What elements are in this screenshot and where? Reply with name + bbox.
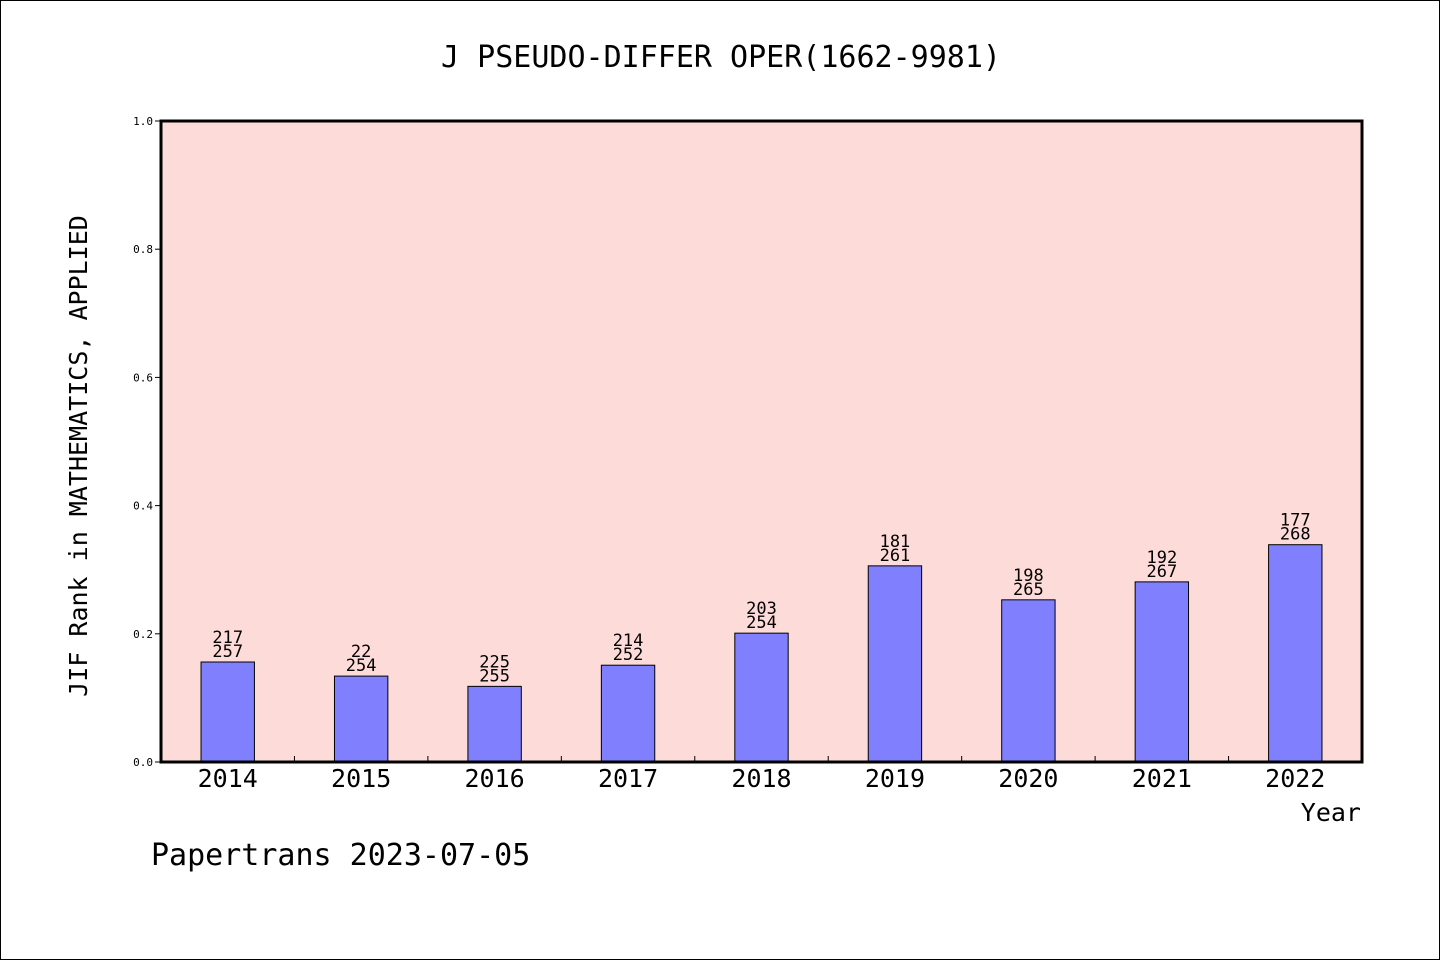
bar-2015 xyxy=(333,675,389,763)
y-tick-label: 1.0 xyxy=(133,115,153,128)
bar-total-label: 261 xyxy=(880,546,911,566)
y-tick-label: 0.4 xyxy=(133,500,153,513)
bar-total-label: 265 xyxy=(1013,580,1044,600)
bar-2014 xyxy=(200,661,255,763)
bars xyxy=(200,544,1323,763)
bar-total-label: 268 xyxy=(1280,525,1311,545)
bar-total-label: 252 xyxy=(613,645,644,665)
y-tick-label: 0.8 xyxy=(133,243,153,256)
bar-2021 xyxy=(1134,581,1190,763)
x-axis-label: Year xyxy=(1301,798,1361,827)
x-tick-label: 2017 xyxy=(598,764,658,793)
bar-2018 xyxy=(734,632,789,763)
bar-2022 xyxy=(1268,544,1323,763)
x-tick-label: 2014 xyxy=(198,764,258,793)
y-axis-label: JIF Rank in MATHEMATICS, APPLIED xyxy=(64,215,93,697)
bar-rank-label: 177 xyxy=(1280,511,1311,531)
x-tick-label: 2022 xyxy=(1265,764,1325,793)
bar-rank-label: 217 xyxy=(212,628,243,648)
bar-rank-label: 198 xyxy=(1013,566,1044,586)
y-tick-label: 0.2 xyxy=(133,628,153,641)
plot-border xyxy=(159,119,1364,764)
bar-rank-label: 22 xyxy=(351,642,371,662)
bar-total-label: 257 xyxy=(212,642,243,662)
x-tick-label: 2016 xyxy=(465,764,525,793)
bar-total-label: 254 xyxy=(346,656,377,676)
bar-total-label: 267 xyxy=(1146,562,1177,582)
bar-rank-label: 214 xyxy=(613,631,644,651)
x-tick-label: 2015 xyxy=(331,764,391,793)
bar-2020 xyxy=(1001,599,1056,763)
bar-2016 xyxy=(467,685,522,763)
bar-2017 xyxy=(600,664,656,763)
y-axis-ticks: 0.0 0.2 0.4 0.6 0.8 1.0 xyxy=(133,115,161,769)
bar-rank-label: 192 xyxy=(1146,548,1177,568)
chart-title: J PSEUDO-DIFFER OPER(1662-9981) xyxy=(441,40,1001,75)
bar-rank-label: 225 xyxy=(479,652,510,672)
x-tick-label: 2020 xyxy=(998,764,1058,793)
bar-2019 xyxy=(867,565,923,763)
x-axis-tick-labels: 2014 2015 2016 2017 2018 2019 2020 2021 2022 xyxy=(198,764,1326,793)
footer-credit: Papertrans 2023-07-05 xyxy=(151,838,530,873)
x-tick-label: 2019 xyxy=(865,764,925,793)
x-tick-label: 2021 xyxy=(1132,764,1192,793)
bar-rank-label: 203 xyxy=(746,599,777,619)
bar-total-label: 254 xyxy=(746,613,777,633)
bar-rank-label: 181 xyxy=(880,532,911,552)
x-tick-label: 2018 xyxy=(731,764,791,793)
y-tick-label: 0.0 xyxy=(133,756,153,769)
bar-total-label: 255 xyxy=(479,666,510,686)
y-tick-label: 0.6 xyxy=(133,371,153,384)
